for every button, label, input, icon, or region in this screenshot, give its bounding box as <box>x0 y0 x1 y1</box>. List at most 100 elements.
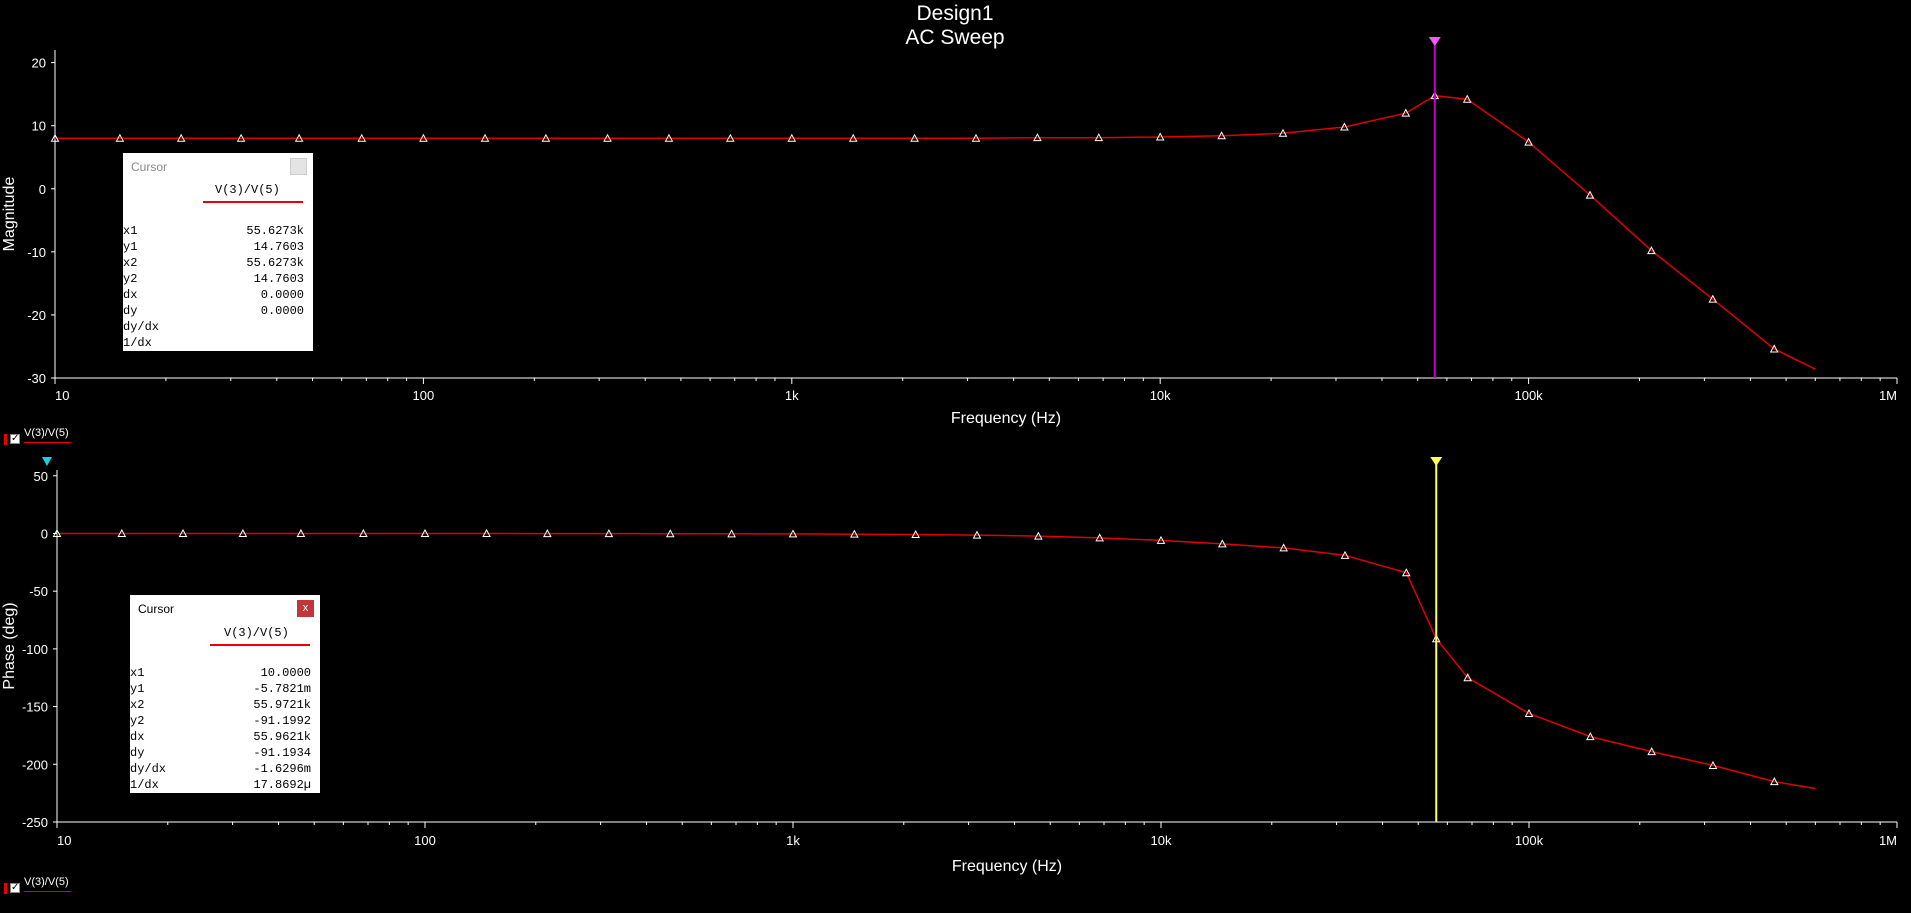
data-point-marker <box>1524 137 1533 146</box>
x-tick-label: 1k <box>786 833 800 848</box>
data-point-marker <box>117 528 127 537</box>
cursor-series-underline <box>210 644 310 646</box>
data-point-marker <box>1462 94 1472 103</box>
legend-underline <box>24 442 71 443</box>
data-point-marker <box>788 529 798 538</box>
y-tick-label: -100 <box>22 642 48 657</box>
cursor-key: x2 <box>123 256 138 270</box>
data-point-marker <box>480 133 490 142</box>
x-tick-label: 1k <box>785 388 799 403</box>
cursor-readout-phase[interactable]: Cursor x V(3)/V(5) x1 10.0000 y1 -5.7821m x2… <box>130 595 320 793</box>
close-icon[interactable]: x <box>297 600 314 617</box>
y-tick-label: -250 <box>22 815 48 830</box>
data-point-marker <box>52 528 62 537</box>
data-point-marker <box>1647 747 1657 756</box>
cursor-key: 1/dx <box>123 336 152 350</box>
cursor-key: dy/dx <box>123 320 160 334</box>
y-tick-label: 0 <box>41 526 48 541</box>
legend-underline <box>24 891 71 892</box>
cursor-value: 55.9621k <box>253 730 311 744</box>
cursor-value: -1.6296m <box>253 762 311 776</box>
data-point-marker <box>1401 568 1411 577</box>
data-point-marker <box>665 529 675 538</box>
cursor-series-label: V(3)/V(5) <box>215 183 280 197</box>
cursor-row-1-dx: 1/dx <box>123 335 304 351</box>
data-point-marker <box>50 133 60 142</box>
legend-label: V(3)/V(5) <box>24 427 69 439</box>
cursor-row-y1: y1 -5.7821m <box>130 681 311 697</box>
data-point-marker <box>1217 539 1227 548</box>
series-visibility-checkbox[interactable]: ✓ <box>10 882 20 893</box>
x-tick-label: 10 <box>57 833 71 848</box>
legend-label: V(3)/V(5) <box>24 876 69 888</box>
data-point-marker <box>1034 531 1043 540</box>
y-tick-label: 20 <box>32 56 46 71</box>
data-point-marker <box>294 133 304 142</box>
data-point-marker <box>1769 777 1779 786</box>
cursor-row-x2: x2 55.6273k <box>123 255 304 271</box>
data-point-marker <box>541 133 551 142</box>
data-point-marker <box>972 530 982 539</box>
cursor-handle-icon[interactable] <box>42 457 52 466</box>
cursor-handle-icon[interactable] <box>1428 37 1441 46</box>
data-point-marker <box>1647 246 1656 255</box>
chart-subtitle: AC Sweep <box>905 26 1004 49</box>
cursor-handle-icon[interactable] <box>1430 457 1443 466</box>
y-axis-title: Phase (deg) <box>1 602 18 689</box>
y-tick-label: 10 <box>32 119 46 134</box>
cursor-key: 1/dx <box>130 778 159 792</box>
y-tick-label: 0 <box>39 182 46 197</box>
legend-phase[interactable]: ✓ V(3)/V(5) <box>4 876 74 896</box>
data-point-marker <box>603 133 612 142</box>
data-point-marker <box>238 528 248 537</box>
x-axis-title: Frequency (Hz) <box>952 858 1062 875</box>
close-icon[interactable] <box>290 158 307 175</box>
y-tick-label: -10 <box>27 245 46 260</box>
data-point-marker <box>1217 131 1226 140</box>
data-point-marker <box>357 133 367 142</box>
cursor-readout-magnitude[interactable]: Cursor V(3)/V(5) x1 55.6273k y1 14.7603 x2 55… <box>123 153 313 351</box>
cursor-value: -91.1934 <box>253 746 311 760</box>
cursor-value: -91.1992 <box>253 714 311 728</box>
cursor-value: 55.9721k <box>253 698 311 712</box>
cursor-key: dx <box>123 288 138 302</box>
data-point-marker <box>1155 132 1165 141</box>
cursor-row-y2: y2 -91.1992 <box>130 713 311 729</box>
cursor-row-dy: dy -91.1934 <box>130 745 311 761</box>
data-point-marker <box>848 133 858 142</box>
cursor-key: x1 <box>130 666 145 680</box>
data-point-marker <box>1156 535 1166 544</box>
data-point-marker <box>482 528 491 537</box>
cursor-row-y2: y2 14.7603 <box>123 271 304 287</box>
y-tick-label: -200 <box>22 757 48 772</box>
data-point-marker <box>1094 133 1104 142</box>
series-visibility-checkbox[interactable]: ✓ <box>10 433 20 444</box>
y-tick-label: -50 <box>29 584 48 599</box>
chart-title: Design1 <box>916 2 993 25</box>
data-point-marker <box>1708 294 1718 303</box>
legend-magnitude[interactable]: ✓ V(3)/V(5) <box>4 427 74 447</box>
cursor-value: 14.7603 <box>253 240 304 254</box>
data-point-marker <box>850 529 859 538</box>
data-point-marker <box>1585 190 1595 199</box>
x-tick-label: 10k <box>1151 833 1172 848</box>
cursor-row-dy-dx: dy/dx <box>123 319 304 335</box>
x-axis-title: Frequency (Hz) <box>951 410 1061 427</box>
y-tick-label: -20 <box>27 308 46 323</box>
cursor-title: Cursor <box>138 602 175 616</box>
data-point-marker <box>725 133 735 142</box>
x-tick-label: 1M <box>1879 388 1897 403</box>
cursor-key: x2 <box>130 698 145 712</box>
cursor-row-dx: dx 55.9621k <box>130 729 311 745</box>
cursor-value <box>183 319 304 335</box>
data-point-marker <box>176 133 186 142</box>
data-point-marker <box>178 528 188 537</box>
cursor-row-x2: x2 55.9721k <box>130 697 311 713</box>
data-point-marker <box>1769 344 1779 353</box>
cursor-value: -5.7821m <box>253 682 311 696</box>
series-line <box>57 532 1816 790</box>
cursor-value <box>183 335 304 351</box>
data-point-marker <box>419 133 428 142</box>
